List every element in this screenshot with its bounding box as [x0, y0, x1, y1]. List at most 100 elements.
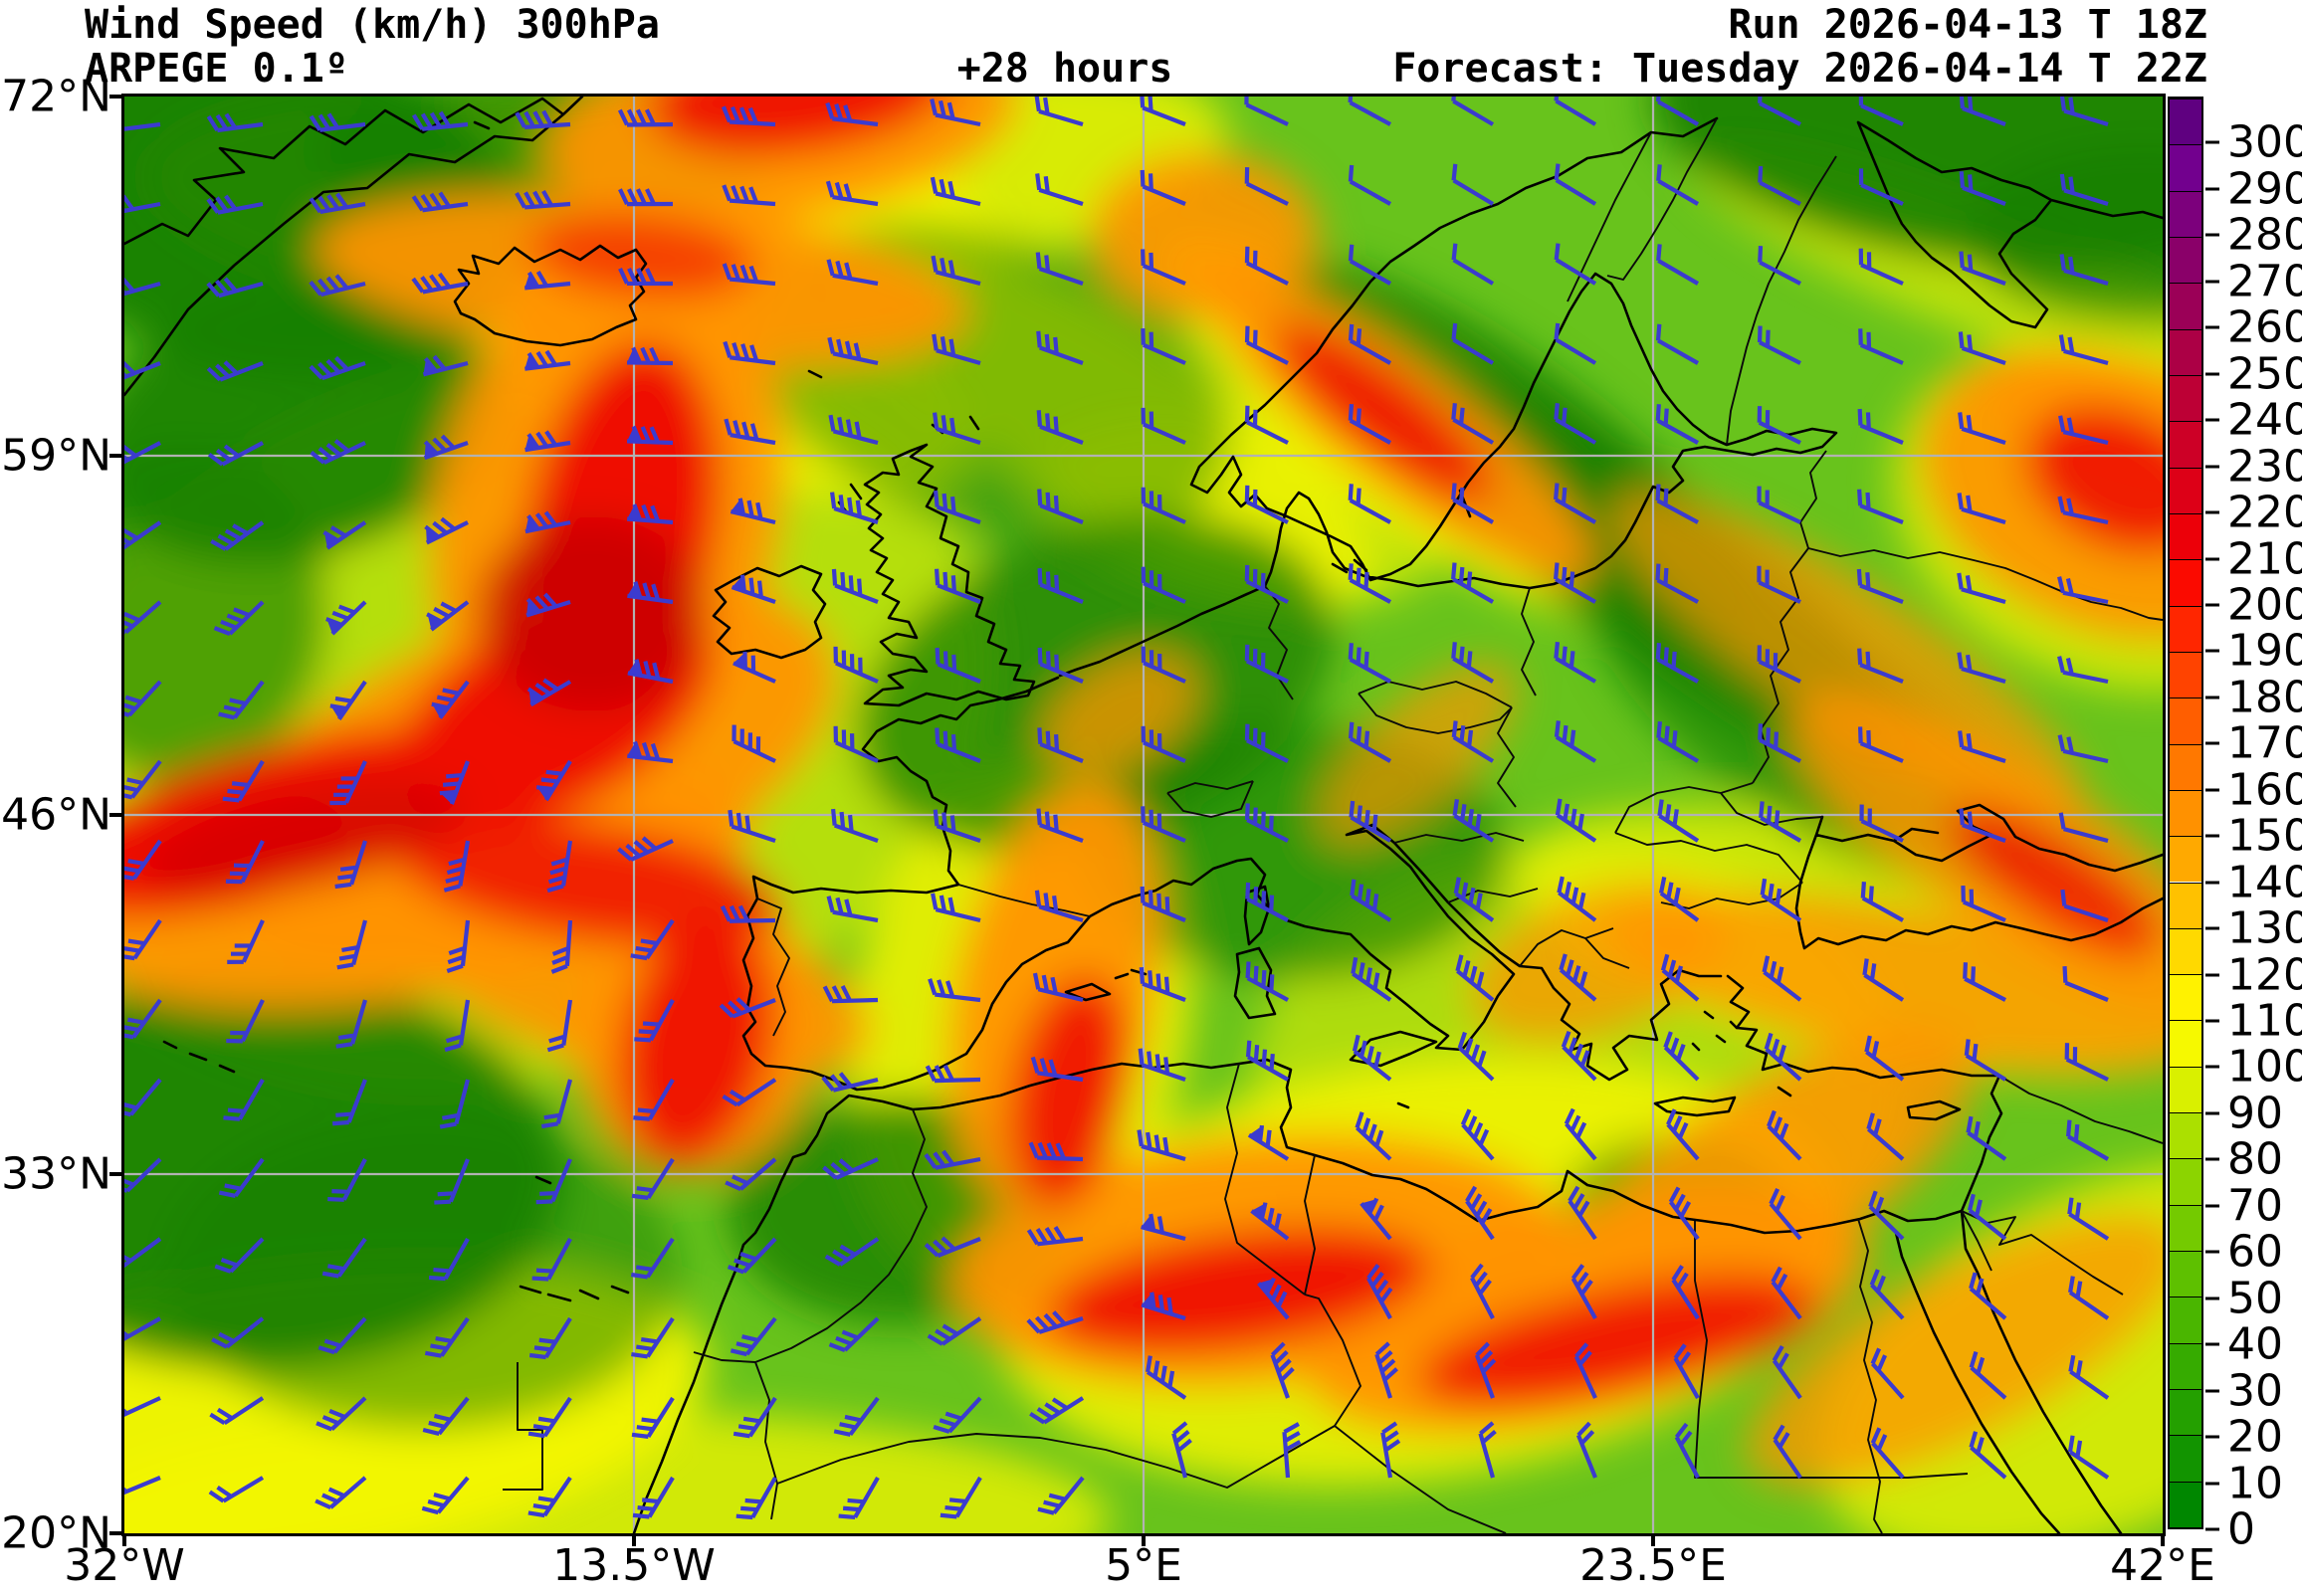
colorbar-segment: [2170, 512, 2201, 560]
wind-barb: [1655, 484, 1699, 524]
wind-barb: [1141, 1213, 1186, 1242]
wind-barb: [732, 1396, 777, 1439]
wind-speed-blob: [142, 779, 465, 897]
colorbar-tick: [2205, 1204, 2219, 1208]
colorbar-segment: [2170, 328, 2201, 375]
wind-barb: [833, 1396, 880, 1437]
wind-speed-blob: [1319, 661, 1518, 846]
wind-barb: [1478, 1421, 1497, 1479]
colorbar-segment: [2170, 99, 2201, 145]
wind-barb: [833, 646, 879, 684]
run-label: Run 2026-04-13 T 18Z: [1728, 2, 2207, 48]
wind-barb: [630, 918, 675, 961]
colorbar-segment: [2170, 467, 2201, 513]
colorbar-tick: [2205, 465, 2219, 469]
y-axis-tick: [109, 813, 122, 817]
wind-barb: [1554, 720, 1597, 763]
wind-barb: [632, 1476, 675, 1519]
wind-barb: [411, 272, 469, 295]
wind-barb: [1037, 1476, 1085, 1515]
wind-barb: [124, 998, 162, 1040]
wind-barb: [1959, 171, 2006, 206]
wind-barb: [930, 176, 981, 207]
wind-barb: [528, 1316, 572, 1360]
wind-barb: [1349, 800, 1392, 843]
wind-barb: [1348, 403, 1392, 445]
wind-barb: [1474, 1341, 1497, 1399]
wind-barb: [727, 1237, 777, 1275]
wind-barb: [1244, 325, 1289, 365]
wind-barb: [329, 680, 367, 721]
wind-barb: [828, 1316, 880, 1352]
wind-barb: [826, 259, 879, 287]
wind-barb: [728, 809, 776, 843]
colorbar-label: 270: [2227, 256, 2302, 307]
wind-barb: [1758, 97, 1801, 126]
wind-barb: [2067, 1435, 2110, 1480]
wind-barb: [1460, 1108, 1495, 1161]
wind-barb: [1451, 322, 1495, 365]
wind-barb: [1858, 328, 1904, 365]
wind-barb: [1663, 1031, 1700, 1082]
wind-barb: [439, 760, 470, 805]
colorbar-tick: [2205, 418, 2219, 422]
colorbar-segment: [2170, 927, 2201, 975]
wind-speed-field: [124, 97, 2163, 1533]
colorbar-segment: [2170, 1342, 2201, 1390]
y-axis-label: 46°N: [1, 789, 111, 841]
wind-barb: [1557, 876, 1597, 922]
wind-barb: [1037, 727, 1084, 763]
colorbar-tick: [2205, 973, 2219, 977]
wind-barb: [1757, 486, 1801, 524]
colorbar-segment: [2170, 374, 2201, 422]
x-axis-tick: [2161, 1533, 2165, 1546]
wind-barb: [309, 192, 366, 215]
wind-barb: [1244, 644, 1289, 684]
wind-barb: [1451, 403, 1495, 445]
wind-barb: [1244, 167, 1289, 206]
wind-barb: [1959, 251, 2006, 286]
wind-barb: [730, 1316, 777, 1357]
wind-barb: [1141, 407, 1186, 445]
wind-barb: [1762, 955, 1802, 1002]
colorbar-label: 40: [2227, 1318, 2283, 1370]
colorbar-label: 50: [2227, 1273, 2283, 1324]
wind-barb: [1857, 408, 1904, 445]
wind-barb: [1554, 562, 1597, 604]
colorbar-label: 150: [2227, 810, 2302, 862]
wind-barb: [633, 1078, 675, 1121]
wind-barb: [1759, 801, 1802, 843]
colorbar-tick: [2205, 1065, 2219, 1069]
wind-barb: [634, 998, 675, 1043]
wind-barb: [1141, 487, 1186, 524]
wind-speed-blob: [1966, 146, 2163, 325]
wind-barb: [1660, 953, 1700, 1002]
wind-barb: [631, 1396, 675, 1439]
wind-barb: [443, 840, 471, 893]
wind-speed-blob: [399, 819, 785, 946]
colorbar-tick: [2205, 187, 2219, 191]
wind-barb: [1673, 1343, 1700, 1400]
wind-barb: [223, 1078, 265, 1121]
colorbar-segment: [2170, 421, 2201, 468]
wind-barb: [314, 1476, 367, 1510]
x-axis-label: 13.5°W: [552, 1540, 716, 1591]
wind-barb: [2062, 966, 2109, 1002]
wind-barb: [124, 918, 162, 961]
wind-barb: [524, 430, 571, 453]
wind-barb: [218, 1157, 265, 1198]
wind-barb: [1146, 1355, 1187, 1400]
wind-barb: [631, 1157, 675, 1200]
y-axis-label: 59°N: [1, 430, 111, 482]
wind-barb: [735, 1476, 777, 1520]
wind-barb: [124, 1237, 162, 1269]
wind-barb: [1457, 1031, 1495, 1082]
wind-barb: [1348, 484, 1392, 524]
wind-barb: [1757, 325, 1801, 365]
wind-barb: [1655, 323, 1700, 365]
colorbar-segment: [2170, 1066, 2201, 1113]
x-axis-tick: [122, 1533, 126, 1546]
x-axis-label: 23.5°E: [1579, 1540, 1727, 1591]
wind-barb: [932, 333, 981, 366]
wind-barb: [1171, 1421, 1192, 1479]
